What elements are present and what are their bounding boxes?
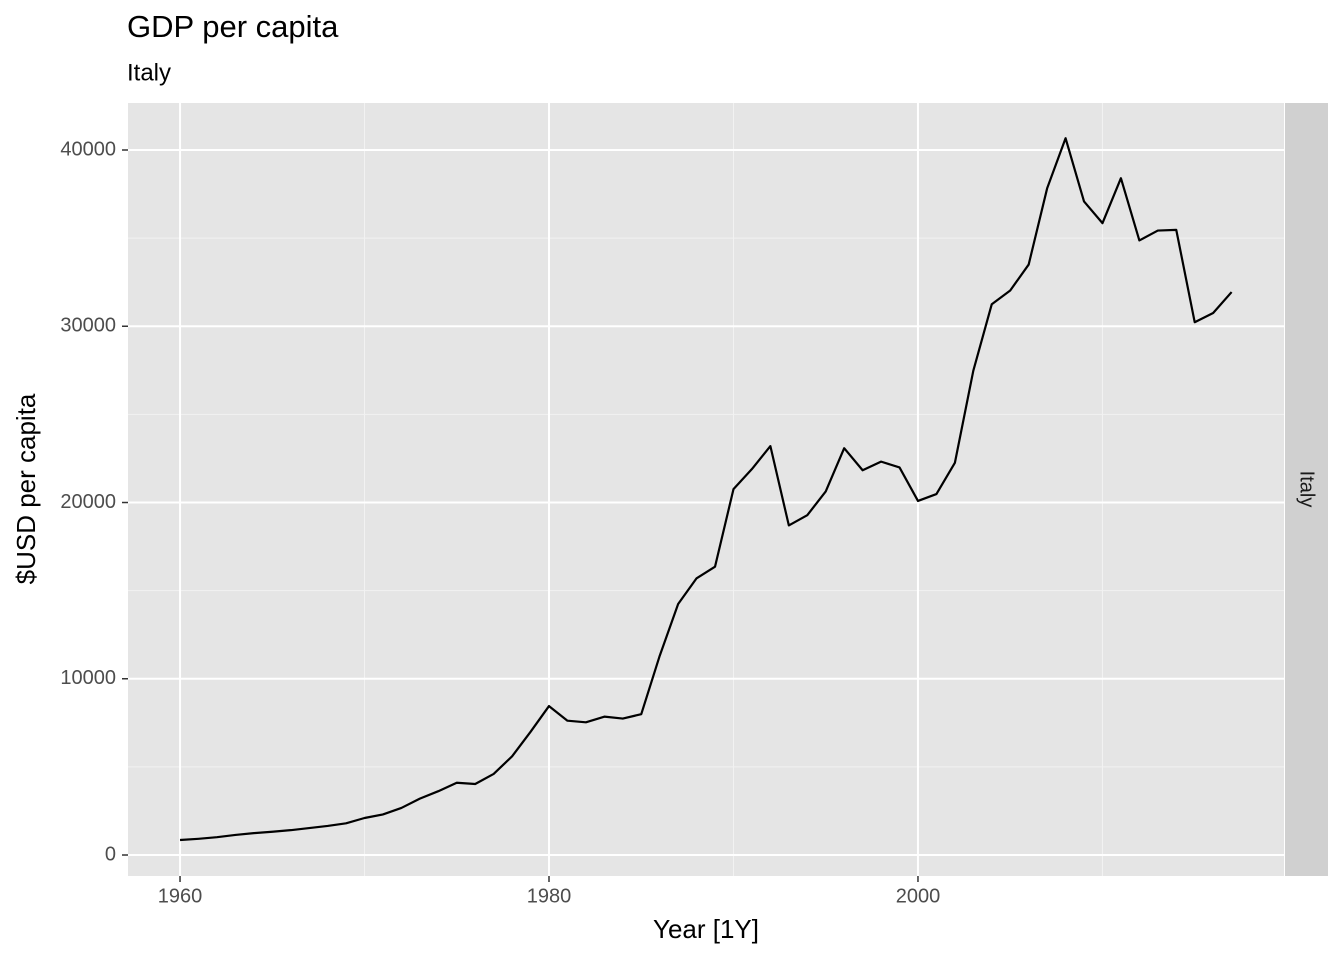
panel (128, 103, 1284, 876)
x-tick-label: 1980 (527, 885, 572, 907)
y-axis-label: $USD per capita (11, 393, 41, 584)
x-axis-label: Year [1Y] (653, 914, 759, 944)
line (179, 137, 1233, 842)
y-tick-label: 20000 (60, 491, 116, 513)
x-tick-label: 2000 (896, 885, 941, 907)
x-tick-label: 1960 (158, 885, 203, 907)
y-tick-label: 30000 (60, 315, 116, 337)
y-tick-label: 10000 (60, 667, 116, 689)
facet-label: Italy (1296, 471, 1318, 508)
y-tick-label: 0 (105, 843, 116, 865)
chart-title: GDP per capita (127, 9, 339, 44)
chart-subtitle: Italy (127, 59, 171, 86)
y-tick-label: 40000 (60, 138, 116, 160)
facet-strip (1285, 103, 1328, 876)
